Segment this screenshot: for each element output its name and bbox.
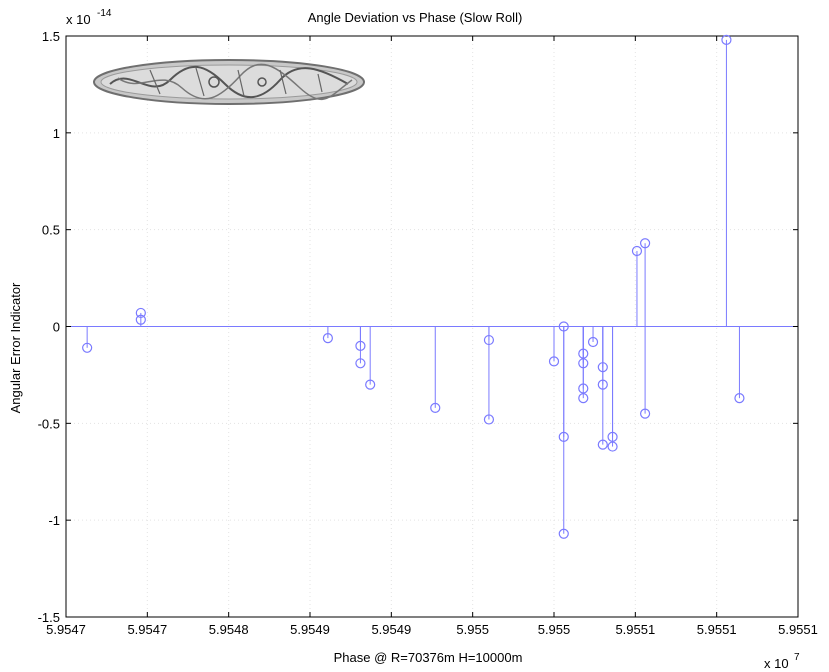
stem-marker bbox=[430, 402, 441, 413]
svg-text:x 10: x 10 bbox=[764, 656, 789, 671]
y-exponent-label: x 10 -14 bbox=[66, 8, 112, 27]
svg-text:-14: -14 bbox=[97, 8, 112, 19]
x-tick-label: 5.9547 bbox=[46, 622, 86, 637]
stem-marker bbox=[721, 34, 732, 45]
x-tick-label: 5.9547 bbox=[127, 622, 167, 637]
svg-text:7: 7 bbox=[794, 652, 800, 663]
x-tick-label: 5.9551 bbox=[697, 622, 737, 637]
x-axis-label: Phase @ R=70376m H=10000m bbox=[334, 650, 523, 665]
stem-marker bbox=[734, 393, 745, 404]
chart-title: Angle Deviation vs Phase (Slow Roll) bbox=[308, 10, 523, 25]
x-tick-label: 5.9551 bbox=[615, 622, 655, 637]
stem-marker bbox=[597, 439, 608, 450]
stem-marker bbox=[587, 336, 599, 348]
svg-text:x 10: x 10 bbox=[66, 12, 91, 27]
x-tick-label: 5.955 bbox=[538, 622, 571, 637]
stem-marker bbox=[558, 528, 569, 539]
y-tick-label: -1.5 bbox=[38, 610, 60, 625]
x-axis-ticks: 5.9547 5.9547 5.9548 5.9549 5.9549 5.955 5.955… bbox=[46, 36, 818, 637]
stem-marker bbox=[483, 414, 495, 425]
stem-marker bbox=[135, 314, 146, 325]
y-tick-label: 1 bbox=[53, 126, 60, 141]
x-tick-label: 5.9548 bbox=[209, 622, 249, 637]
stem-marker bbox=[607, 441, 618, 452]
y-tick-label: -1 bbox=[48, 513, 60, 528]
stem-marker bbox=[639, 238, 651, 249]
y-axis-label: Angular Error Indicator bbox=[8, 282, 23, 413]
x-tick-label: 5.9551 bbox=[778, 622, 818, 637]
gridlines bbox=[66, 36, 798, 617]
y-axis-ticks: -1.5 -1 -0.5 0 0.5 1 1.5 bbox=[38, 29, 798, 625]
stem-marker bbox=[322, 333, 333, 344]
stem-marker bbox=[365, 379, 376, 390]
y-tick-label: 1.5 bbox=[42, 29, 60, 44]
stem-marker bbox=[578, 393, 589, 404]
stem-marker bbox=[82, 342, 93, 353]
watermark-emblem bbox=[93, 59, 365, 105]
x-tick-label: 5.9549 bbox=[290, 622, 330, 637]
y-tick-label: 0 bbox=[53, 320, 60, 335]
x-exponent-label: x 10 7 bbox=[764, 652, 800, 671]
stem-marker bbox=[548, 356, 560, 367]
stem-series bbox=[82, 34, 745, 539]
y-tick-label: -0.5 bbox=[38, 416, 60, 431]
x-tick-label: 5.9549 bbox=[371, 622, 411, 637]
stem-marker bbox=[135, 307, 146, 319]
y-tick-label: 0.5 bbox=[42, 223, 60, 238]
stem-marker bbox=[639, 408, 651, 419]
x-tick-label: 5.955 bbox=[456, 622, 489, 637]
stem-marker bbox=[355, 340, 366, 351]
stem-marker bbox=[631, 245, 643, 257]
stem-marker bbox=[355, 358, 366, 369]
